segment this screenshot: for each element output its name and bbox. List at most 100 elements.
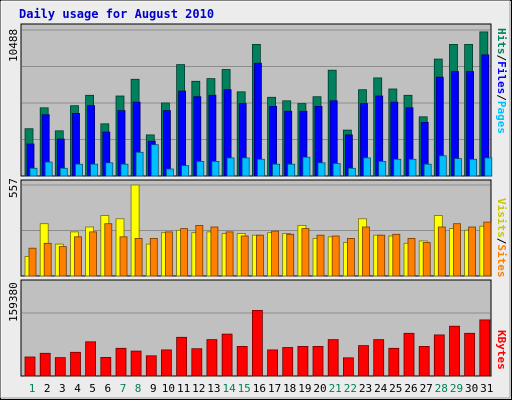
sites-bar-day-25 bbox=[392, 233, 401, 277]
pages-bar-day-7 bbox=[120, 163, 129, 177]
x-label-day-6: 6 bbox=[104, 382, 111, 395]
kbytes-bar-day-29 bbox=[449, 325, 460, 377]
x-label-day-8: 8 bbox=[135, 382, 142, 395]
kbytes-bar-day-8 bbox=[130, 350, 142, 377]
x-label-day-21: 21 bbox=[329, 382, 342, 395]
kbytes-bar-day-31 bbox=[479, 319, 491, 377]
kbytes-bar-day-20 bbox=[312, 345, 324, 377]
legend-pages: Pages bbox=[495, 101, 508, 134]
x-label-day-13: 13 bbox=[207, 382, 220, 395]
pages-bar-day-14 bbox=[226, 157, 235, 177]
files-bar-day-11 bbox=[178, 90, 187, 177]
kbytes-bar-day-17 bbox=[267, 349, 279, 377]
kbytes-bar-day-9 bbox=[145, 355, 157, 377]
x-label-day-9: 9 bbox=[150, 382, 157, 395]
x-label-day-19: 19 bbox=[298, 382, 311, 395]
pages-bar-day-11 bbox=[181, 165, 190, 177]
kbytes-bar-day-22 bbox=[342, 357, 354, 377]
pages-bar-day-21 bbox=[332, 163, 341, 177]
bars-layer bbox=[22, 29, 493, 377]
sites-bar-day-30 bbox=[468, 226, 477, 277]
kbytes-bar-day-18 bbox=[282, 347, 294, 377]
x-label-day-22: 22 bbox=[344, 382, 357, 395]
kbytes-bar-day-12 bbox=[191, 348, 203, 377]
svg-text:Hits/Files/Pages: Hits/Files/Pages bbox=[495, 28, 508, 134]
kbytes-bar-day-13 bbox=[206, 339, 218, 377]
kbytes-bar-day-1 bbox=[24, 356, 36, 377]
kbytes-bar-day-19 bbox=[297, 345, 309, 377]
pages-bar-day-17 bbox=[272, 163, 281, 177]
x-label-day-27: 27 bbox=[420, 382, 433, 395]
pages-bar-day-22 bbox=[347, 167, 356, 177]
kbytes-bar-day-2 bbox=[39, 352, 51, 377]
pages-bar-day-24 bbox=[378, 160, 387, 177]
kbytes-y-max-label: 159380 bbox=[7, 282, 20, 322]
x-label-day-11: 11 bbox=[177, 382, 190, 395]
sites-bar-day-15 bbox=[240, 235, 249, 277]
sites-bar-day-28 bbox=[437, 226, 446, 277]
pages-bar-day-23 bbox=[363, 157, 371, 177]
x-label-day-14: 14 bbox=[222, 382, 236, 395]
sites-bar-day-10 bbox=[164, 231, 173, 277]
x-label-day-28: 28 bbox=[435, 382, 448, 395]
pages-bar-day-29 bbox=[454, 158, 462, 177]
sites-bar-day-14 bbox=[225, 231, 234, 277]
svg-text:KBytes: KBytes bbox=[495, 330, 508, 370]
sites-bar-day-19 bbox=[301, 228, 310, 277]
pages-bar-day-8 bbox=[135, 151, 144, 177]
pages-bar-day-10 bbox=[165, 168, 174, 177]
pages-bar-day-5 bbox=[90, 163, 98, 177]
sites-bar-day-9 bbox=[149, 237, 158, 277]
svg-text:Visits/Sites: Visits/Sites bbox=[495, 198, 508, 278]
pages-bar-day-28 bbox=[438, 155, 447, 177]
sites-bar-day-26 bbox=[407, 237, 416, 277]
pages-bar-day-20 bbox=[317, 162, 326, 177]
sites-bar-day-3 bbox=[58, 246, 67, 277]
kbytes-bar-day-15 bbox=[236, 345, 248, 377]
x-label-day-30: 30 bbox=[465, 382, 478, 395]
x-label-day-24: 24 bbox=[374, 382, 388, 395]
pages-bar-day-25 bbox=[393, 158, 402, 177]
x-label-day-20: 20 bbox=[313, 382, 326, 395]
x-label-day-29: 29 bbox=[450, 382, 463, 395]
legend-kbytes: KBytes bbox=[495, 330, 508, 370]
sites-bar-day-17 bbox=[271, 230, 280, 277]
pages-bar-day-6 bbox=[105, 162, 114, 177]
pages-bar-day-3 bbox=[59, 167, 68, 177]
x-label-day-17: 17 bbox=[268, 382, 281, 395]
legend-sep-2: / bbox=[495, 94, 508, 101]
kbytes-bar-day-3 bbox=[54, 357, 66, 377]
sites-bar-day-11 bbox=[180, 228, 189, 277]
kbytes-bar-day-24 bbox=[373, 339, 385, 377]
sites-bar-day-13 bbox=[210, 226, 219, 277]
pages-bar-day-2 bbox=[44, 161, 53, 177]
files-bar-day-10 bbox=[162, 110, 171, 177]
pages-bar-day-4 bbox=[75, 163, 83, 177]
pages-bar-day-27 bbox=[423, 163, 432, 177]
x-label-day-7: 7 bbox=[120, 382, 127, 395]
visits-y-max-label: 557 bbox=[7, 178, 20, 198]
pages-bar-day-31 bbox=[484, 157, 493, 177]
visits-legend: Visits/Sites bbox=[495, 198, 508, 278]
x-label-day-4: 4 bbox=[74, 382, 81, 395]
sites-bar-day-12 bbox=[195, 224, 204, 277]
x-label-day-2: 2 bbox=[44, 382, 51, 395]
sites-bar-day-8 bbox=[134, 237, 143, 277]
sites-bar-day-27 bbox=[422, 242, 431, 277]
sites-bar-day-1 bbox=[28, 247, 37, 277]
kbytes-bar-day-26 bbox=[403, 332, 415, 377]
sites-bar-day-18 bbox=[286, 233, 295, 277]
x-label-day-1: 1 bbox=[29, 382, 36, 395]
legend-files: Files bbox=[495, 61, 508, 94]
sites-bar-day-7 bbox=[119, 236, 128, 277]
x-label-day-10: 10 bbox=[162, 382, 175, 395]
legend-sep-1: / bbox=[495, 55, 508, 62]
kbytes-bar-day-4 bbox=[70, 351, 81, 377]
x-label-day-26: 26 bbox=[404, 382, 417, 395]
sites-bar-day-24 bbox=[377, 234, 386, 277]
legend-visits: Visits bbox=[495, 198, 508, 238]
kbytes-bar-day-28 bbox=[433, 334, 445, 377]
kbytes-bar-day-7 bbox=[115, 347, 127, 377]
